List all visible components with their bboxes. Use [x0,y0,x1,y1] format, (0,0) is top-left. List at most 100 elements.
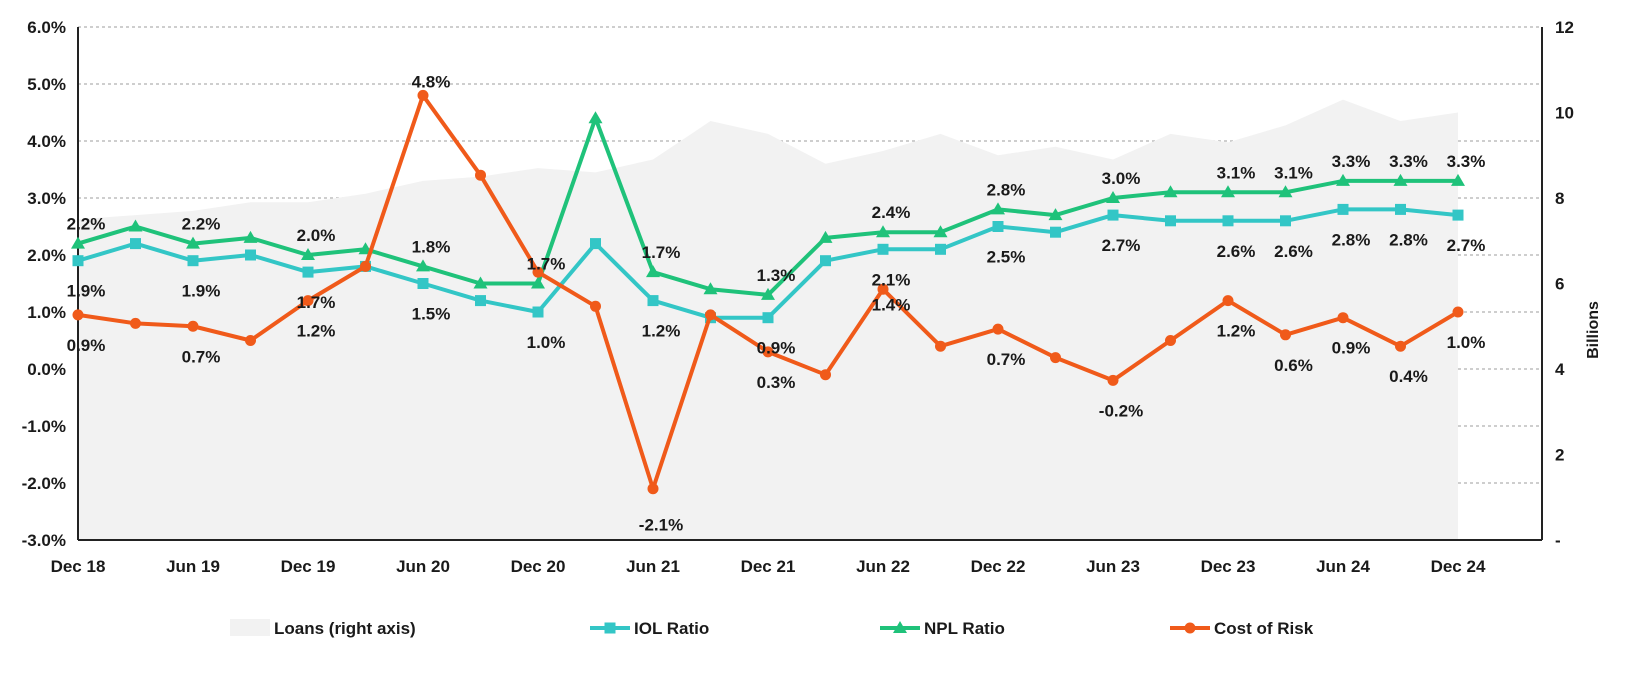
triangle-marker [1048,208,1063,221]
square-marker [992,221,1004,232]
legend-item[interactable]: IOL Ratio [590,619,709,638]
circle-marker [705,309,716,321]
data-label: 3.0% [1102,169,1141,188]
x-axis-ticks: Dec 18 Jun 19 Dec 19 Jun 20 Dec 20 Jun 21 Dec … [51,557,1486,576]
data-label: 2.6% [1274,242,1313,261]
triangle-marker [646,265,660,278]
square-marker [590,238,601,250]
square-marker [762,312,774,324]
data-label: 1.9% [67,282,106,301]
triangle-marker [761,287,775,300]
triangle-marker [1221,185,1235,198]
square-marker [935,243,946,255]
legend: Loans (right axis) IOL Ratio NPL Ratio Cost… [230,619,1314,638]
data-label: 3.3% [1389,152,1428,171]
circle-marker [1452,306,1464,318]
y2-tick-label: 6 [1555,275,1564,294]
legend-item[interactable]: Loans (right axis) [230,619,416,638]
data-label: 0.6% [1274,356,1313,375]
data-label: 1.4% [872,295,911,314]
data-label: 1.3% [757,266,796,285]
data-label: -2.1% [639,516,683,535]
circle-marker [1050,352,1061,364]
data-label: 1.2% [1217,322,1256,341]
data-label: 3.3% [1332,152,1371,171]
triangle-marker [1393,173,1408,186]
data-label: 2.6% [1217,242,1256,261]
y2-tick-label: 10 [1555,104,1574,123]
y-tick-label: -1.0% [22,417,66,436]
triangle-marker [1451,173,1465,186]
data-label: 0.9% [757,339,796,358]
circle-marker [1165,335,1176,346]
data-label: 3.1% [1217,163,1256,182]
triangle-marker [703,282,718,295]
x-tick-label: Dec 22 [971,557,1026,576]
triangle-marker [818,230,833,243]
square-marker [1452,209,1464,221]
x-tick-label: Jun 21 [626,557,680,576]
square-marker [1280,215,1291,227]
x-tick-label: Jun 20 [396,557,450,576]
data-label: 0.9% [67,336,106,355]
data-label: 1.7% [642,243,681,262]
square-marker [187,255,199,267]
circle-marker [647,483,659,495]
y2-tick-label: 12 [1555,18,1574,37]
circle-marker [130,317,141,329]
legend-swatch-area [230,619,270,636]
legend-item[interactable]: Cost of Risk [1170,619,1314,638]
circle-marker [1280,329,1291,341]
square-marker [1050,226,1061,238]
circle-marker [302,295,314,307]
data-label: 0.3% [757,373,796,392]
x-tick-label: Jun 22 [856,557,910,576]
square-marker [1395,203,1406,215]
square-marker [417,278,429,289]
y-tick-label: 4.0% [27,132,66,151]
legend-label: IOL Ratio [634,619,709,638]
y-tick-label: 0.0% [27,360,66,379]
data-label: 1.7% [297,293,336,312]
triangle-marker [1106,191,1120,203]
legend-item[interactable]: NPL Ratio [880,619,1005,638]
data-label: 1.7% [527,255,566,274]
y-tick-label: -2.0% [22,474,66,493]
legend-label: Cost of Risk [1214,619,1314,638]
data-labels: 1.9% 1.9% 1.7% 1.5% 1.0% 1.2% 0.9% 2.1% 2.5% 2.7%… [67,72,1486,534]
circle-marker [475,169,486,181]
data-label: -0.2% [1099,401,1143,420]
circle-marker [1395,340,1406,352]
series-cost-of-risk [72,89,1464,495]
y2-tick-label: - [1555,531,1561,550]
triangle-marker [473,276,488,289]
circle-marker [532,266,544,278]
data-label: 2.0% [297,226,336,245]
data-label: 0.4% [1389,367,1428,386]
circle-marker [1184,622,1196,634]
triangle-marker [186,236,200,249]
x-tick-label: Jun 24 [1316,557,1370,576]
square-marker [1107,209,1119,221]
square-marker [1337,203,1349,215]
left-axis-ticks: 6.0% 5.0% 4.0% 3.0% 2.0% 1.0% 0.0% -1.0% -2.0% -3… [22,18,66,550]
triangle-marker [876,225,890,238]
triangle-marker [416,259,430,272]
triangle-marker [893,621,907,633]
circle-marker [360,260,371,272]
x-tick-label: Jun 19 [166,557,220,576]
square-marker [532,306,544,318]
square-marker [877,243,889,255]
square-marker [604,622,616,634]
axes [77,27,1543,541]
x-tick-label: Dec 24 [1431,557,1486,576]
x-tick-label: Dec 21 [741,557,796,576]
circle-marker [820,369,831,381]
data-label: 3.1% [1274,163,1313,182]
circle-marker [935,340,946,352]
data-label: 4.8% [412,72,451,91]
circle-marker [417,89,429,101]
circle-marker [1107,374,1119,386]
y-tick-label: 3.0% [27,189,66,208]
triangle-marker [1163,185,1178,198]
